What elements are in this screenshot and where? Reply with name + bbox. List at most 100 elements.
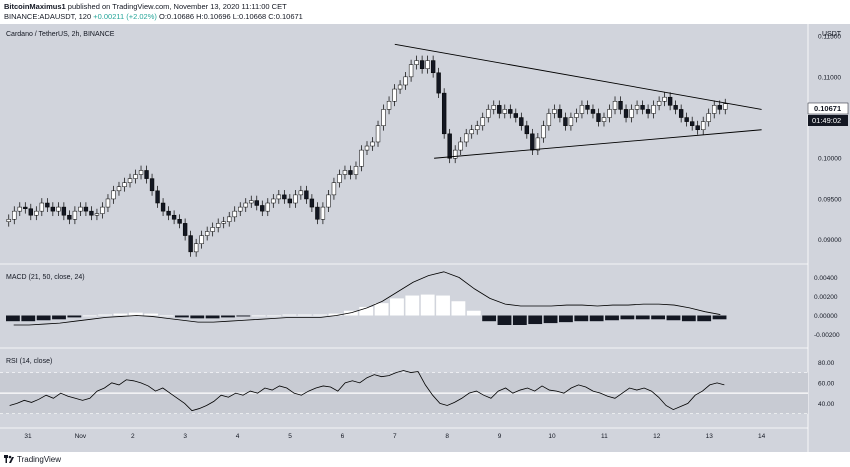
candle-body	[232, 210, 237, 218]
time-axis[interactable]: 31 Nov 2 3 4 5 6 7 8 9 10 11 12 13 14	[24, 433, 765, 440]
candle-body	[67, 214, 72, 220]
candle-body	[464, 133, 469, 143]
candle-body	[265, 202, 270, 212]
macd-histogram-bar	[589, 315, 604, 322]
candle-body	[348, 170, 353, 175]
candle-body	[386, 101, 392, 110]
candle-body	[166, 210, 171, 216]
candle-body	[701, 121, 706, 131]
candle-body	[78, 206, 83, 212]
candle-body	[216, 223, 221, 228]
price-tick-label: 0.11500	[818, 34, 841, 41]
candle-body	[397, 84, 403, 90]
macd-pane	[6, 271, 727, 326]
candle-body	[127, 178, 133, 183]
candle-body	[419, 60, 425, 69]
macd-histogram-bar	[159, 315, 174, 317]
macd-histogram-bar	[205, 315, 220, 319]
candle-body	[61, 206, 67, 216]
candle-body	[23, 206, 28, 209]
candle-body	[138, 170, 144, 175]
candle-body	[45, 202, 50, 208]
candle-body	[513, 113, 518, 118]
candle-body	[276, 194, 281, 200]
candle-body	[122, 182, 127, 187]
macd-histogram-bar	[528, 315, 543, 325]
candle-body	[326, 194, 331, 208]
candle-body	[282, 194, 287, 200]
rsi-tick-label: 80.00	[818, 360, 835, 367]
symbol-info: BINANCE:ADAUSDT, 120 +0.00211 (+2.02%) O…	[4, 12, 303, 21]
candle-body	[56, 206, 61, 212]
triangle-trendline	[394, 43, 762, 110]
candle-body	[723, 103, 728, 110]
candle-body	[39, 202, 45, 212]
candle-body	[656, 101, 662, 106]
macd-histogram-bar	[6, 315, 20, 322]
candle-body	[210, 227, 215, 232]
candle-body	[497, 105, 502, 114]
candle-body	[287, 198, 293, 204]
candle-body	[342, 170, 348, 175]
macd-histogram-bar	[497, 315, 512, 325]
brand-name[interactable]: TradingView	[17, 455, 62, 464]
publish-info: BitcoinMaximus1 published on TradingView…	[4, 2, 287, 11]
candle-body	[271, 198, 276, 204]
candle-body	[403, 76, 408, 86]
header-bar: BitcoinMaximus1 published on TradingView…	[0, 0, 850, 24]
candle-body	[563, 117, 568, 126]
candle-body	[116, 186, 122, 192]
price-tick-label: 0.09000	[818, 237, 842, 244]
rsi-pane	[0, 370, 808, 415]
candle-body	[304, 190, 309, 200]
macd-histogram-bar	[297, 314, 312, 316]
tradingview-logo-icon[interactable]	[4, 455, 14, 464]
candle-body	[607, 109, 612, 118]
time-tick-label: Nov	[75, 433, 87, 440]
candle-body	[436, 72, 441, 94]
macd-histogram-bar	[651, 315, 666, 320]
candle-body	[359, 149, 364, 167]
macd-histogram-bar	[236, 315, 251, 317]
candle-body	[453, 149, 458, 159]
time-tick-label: 6	[341, 433, 345, 440]
macd-histogram-bar	[697, 315, 712, 322]
macd-histogram-bar	[144, 313, 159, 316]
time-tick-label: 3	[183, 433, 187, 440]
macd-histogram-bar	[635, 315, 650, 320]
candle-body	[585, 105, 590, 110]
candle-body	[353, 166, 359, 175]
candle-body	[375, 125, 381, 143]
candle-body	[392, 88, 397, 102]
candle-body	[430, 60, 436, 74]
candle-body	[309, 198, 315, 208]
price-axis[interactable]: 0.115000.110000.105000.100000.095000.090…	[814, 34, 842, 408]
candle-body	[530, 133, 535, 151]
macd-histogram-bar	[543, 315, 558, 324]
candle-body	[6, 219, 11, 222]
symbol-line: BINANCE:ADAUSDT, 120	[4, 12, 92, 21]
candle-body	[260, 205, 265, 212]
macd-histogram-bar	[128, 312, 143, 316]
macd-histogram-bar	[113, 313, 128, 316]
candle-body	[475, 125, 480, 131]
macd-histogram-bar	[82, 315, 97, 317]
macd-histogram-bar	[666, 315, 681, 321]
candle-body	[160, 202, 166, 212]
candle-body	[414, 60, 419, 65]
macd-histogram-bar	[512, 315, 527, 325]
macd-histogram-bar	[420, 294, 435, 316]
chart-area[interactable]: 0.115000.110000.105000.100000.095000.090…	[0, 24, 850, 452]
candle-body	[331, 182, 337, 196]
candle-body	[623, 109, 629, 118]
chart-svg[interactable]: 0.115000.110000.105000.100000.095000.090…	[0, 24, 850, 452]
time-tick-label: 8	[445, 433, 449, 440]
candle-body	[72, 210, 78, 220]
macd-histogram-bar	[605, 315, 619, 321]
macd-histogram-bar	[328, 313, 343, 316]
candle-body	[634, 105, 640, 110]
candle-body	[579, 105, 585, 114]
publisher-name[interactable]: BitcoinMaximus1	[4, 2, 66, 11]
footer: TradingView	[0, 452, 850, 467]
candle-body	[469, 129, 474, 135]
